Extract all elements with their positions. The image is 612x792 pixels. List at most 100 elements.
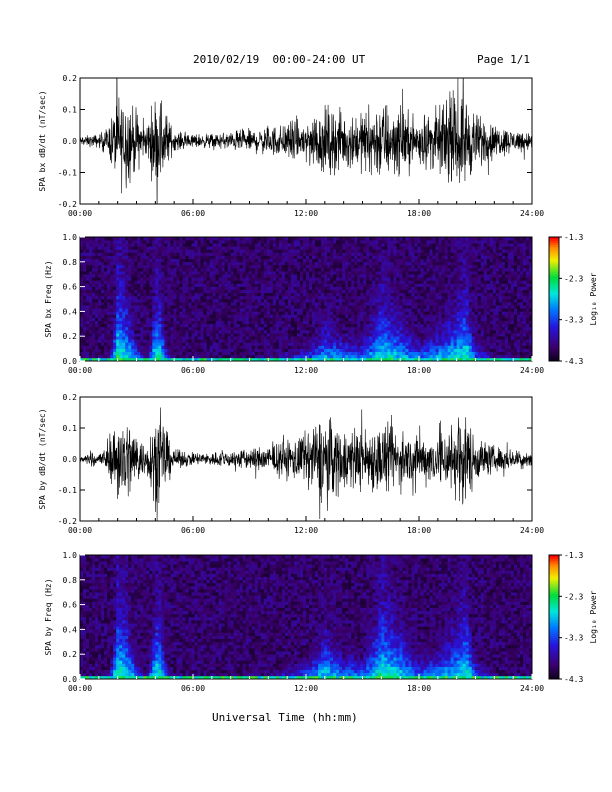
- heatmap-cell: [426, 357, 430, 362]
- heatmap-cell: [372, 354, 376, 359]
- heatmap-cell: [83, 292, 87, 297]
- heatmap-cell: [203, 342, 207, 346]
- heatmap-cell: [134, 240, 138, 244]
- heatmap-cell: [101, 274, 105, 278]
- heatmap-cell: [399, 345, 403, 349]
- heatmap-cell: [299, 357, 304, 362]
- heatmap-cell: [351, 283, 355, 287]
- heatmap-cell: [197, 261, 201, 266]
- heatmap-cell: [408, 339, 412, 343]
- heatmap-cell: [221, 339, 225, 343]
- heatmap-cell: [302, 326, 307, 331]
- heatmap-cell: [444, 264, 448, 269]
- heatmap-cell: [287, 354, 292, 359]
- heatmap-cell: [324, 261, 328, 266]
- heatmap-cell: [306, 333, 310, 337]
- heatmap-cell: [191, 271, 195, 275]
- heatmap-cell: [345, 252, 349, 256]
- heatmap-cell: [333, 258, 337, 263]
- heatmap-cell: [444, 240, 448, 244]
- heatmap-cell: [128, 357, 132, 362]
- heatmap-cell: [423, 271, 427, 275]
- y-tick-label: -0.2: [58, 200, 77, 209]
- heatmap-cell: [426, 339, 430, 343]
- heatmap-cell: [321, 243, 325, 247]
- heatmap-cell: [215, 274, 219, 278]
- heatmap-cell: [275, 317, 280, 321]
- heatmap-cell: [396, 243, 400, 247]
- heatmap-cell: [345, 261, 349, 266]
- heatmap-cell: [275, 237, 280, 241]
- heatmap-cell: [170, 286, 174, 290]
- heatmap-cell: [245, 357, 250, 362]
- heatmap-cell: [414, 246, 418, 250]
- heatmap-cell: [435, 345, 439, 349]
- heatmap-cell: [345, 311, 349, 315]
- heatmap-cell: [242, 255, 247, 259]
- heatmap-cell: [423, 354, 427, 359]
- heatmap-cell: [209, 308, 213, 312]
- heatmap-cell: [251, 330, 256, 334]
- heatmap-cell: [444, 268, 448, 272]
- heatmap-cell: [113, 308, 117, 312]
- heatmap-cell: [372, 348, 376, 352]
- heatmap-cell: [125, 292, 129, 297]
- heatmap-cell: [80, 286, 84, 290]
- heatmap-cell: [342, 323, 346, 328]
- heatmap-cell: [318, 299, 322, 303]
- heatmap-cell: [399, 336, 403, 340]
- heatmap-cell: [89, 326, 93, 331]
- heatmap-cell: [293, 274, 298, 278]
- heatmap-cell: [429, 317, 433, 321]
- heatmap-cell: [278, 271, 283, 275]
- heatmap-cell: [360, 283, 364, 287]
- heatmap-cell: [155, 252, 159, 256]
- heatmap-cell: [212, 249, 216, 253]
- heatmap-cell: [173, 336, 177, 340]
- heatmap-cell: [242, 264, 247, 269]
- heatmap-cell: [86, 240, 90, 244]
- heatmap-cell: [215, 295, 219, 300]
- heatmap-cell: [155, 277, 159, 281]
- heatmap-cell: [354, 283, 358, 287]
- heatmap-cell: [254, 255, 259, 259]
- heatmap-cell: [242, 326, 247, 331]
- heatmap-cell: [80, 299, 84, 303]
- heatmap-cell: [254, 283, 259, 287]
- heatmap-cell: [179, 280, 183, 284]
- heatmap-cell: [284, 240, 289, 244]
- heatmap-cell: [140, 292, 144, 297]
- heatmap-cell: [251, 342, 256, 346]
- heatmap-cell: [378, 348, 382, 352]
- heatmap-cell: [333, 240, 337, 244]
- heatmap-cell: [119, 314, 123, 318]
- heatmap-cell: [327, 243, 331, 247]
- heatmap-cell: [357, 330, 361, 334]
- heatmap-cell: [321, 357, 325, 362]
- heatmap-cell: [447, 314, 451, 318]
- heatmap-cell: [80, 295, 84, 300]
- heatmap-cell: [327, 323, 331, 328]
- heatmap-cell: [324, 280, 328, 284]
- heatmap-cell: [429, 286, 433, 290]
- heatmap-cell: [239, 317, 244, 321]
- heatmap-cell: [221, 258, 225, 263]
- heatmap-cell: [197, 326, 201, 331]
- heatmap-cell: [113, 271, 117, 275]
- heatmap-cell: [80, 277, 84, 281]
- heatmap-cell: [83, 342, 87, 346]
- heatmap-cell: [149, 333, 153, 337]
- heatmap-cell: [405, 271, 409, 275]
- heatmap-cell: [444, 314, 448, 318]
- heatmap-cell: [98, 274, 102, 278]
- heatmap-cell: [296, 323, 301, 328]
- heatmap-cell: [203, 243, 207, 247]
- heatmap-cell: [101, 348, 105, 352]
- heatmap-cell: [179, 357, 183, 362]
- heatmap-cell: [146, 348, 150, 352]
- heatmap-cell: [447, 292, 451, 297]
- heatmap-cell: [369, 333, 373, 337]
- heatmap-cell: [167, 243, 171, 247]
- heatmap-cell: [128, 299, 132, 303]
- heatmap-cell: [98, 314, 102, 318]
